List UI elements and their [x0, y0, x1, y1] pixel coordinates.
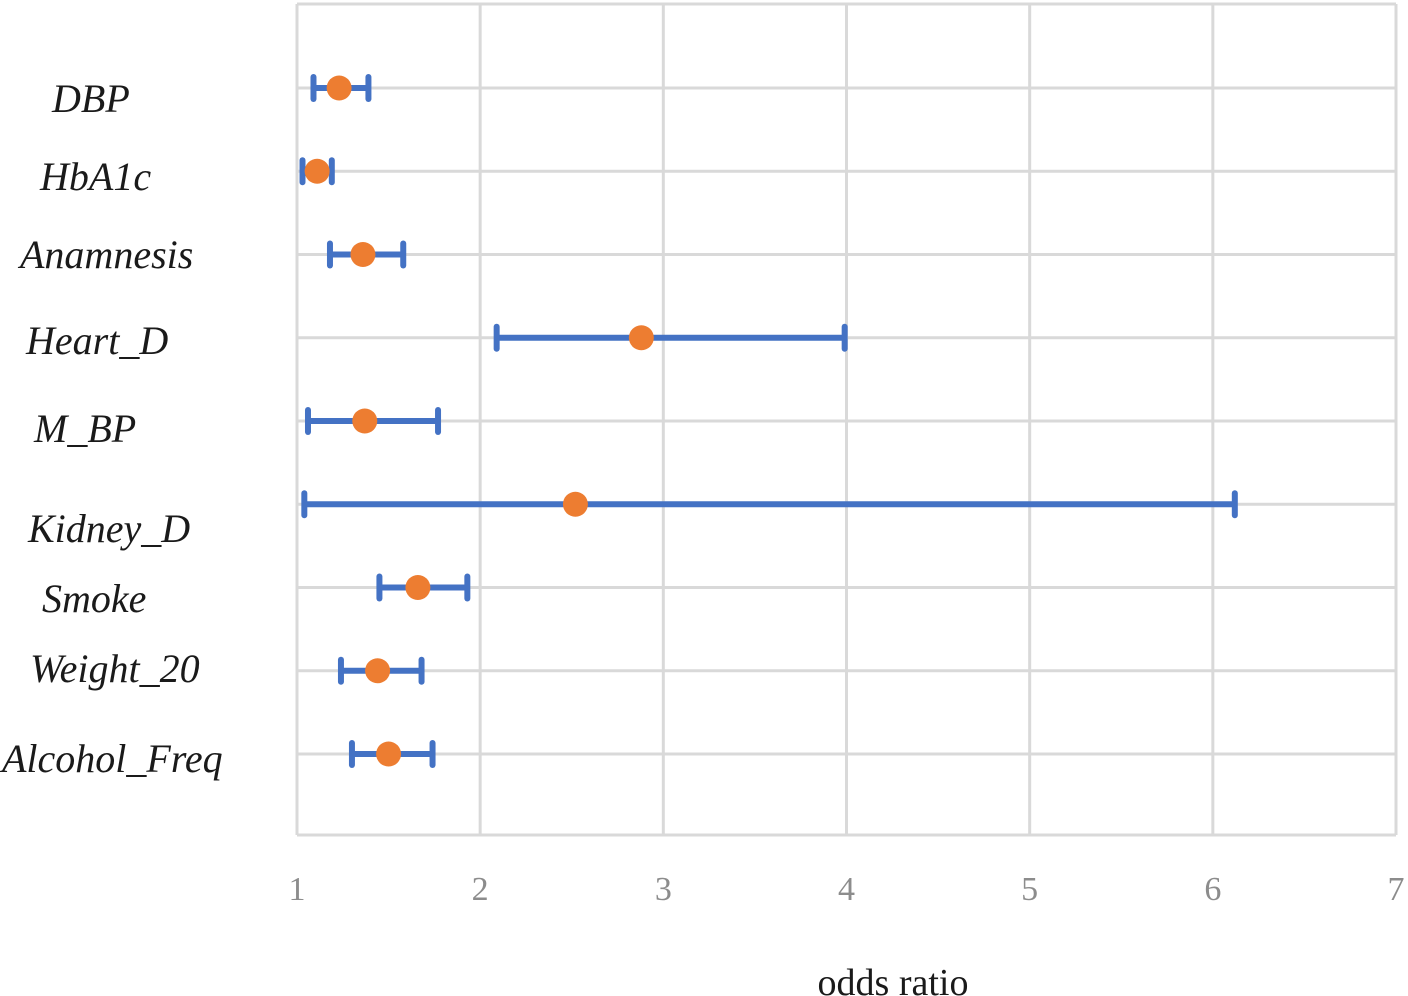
x-tick-labels: 1 2 3 4 5 6 7 [289, 871, 1405, 908]
category-label-Heart_D: Heart_D [25, 318, 168, 363]
point-Kidney_D [562, 491, 588, 517]
category-label-Smoke: Smoke [42, 576, 146, 621]
plot-area-frame [297, 2, 1396, 837]
category-label-Weight_20: Weight_20 [30, 646, 200, 691]
x-tick-label-6: 6 [1204, 871, 1221, 908]
point-Smoke [405, 575, 431, 600]
x-axis-title: odds ratio [818, 962, 969, 996]
x-tick-label-1: 1 [289, 871, 306, 908]
x-tick-label-2: 2 [472, 871, 489, 908]
point-DBP [326, 75, 352, 101]
point-Weight_20 [365, 658, 391, 684]
point-Anamnesis [350, 242, 376, 267]
x-tick-label-3: 3 [655, 871, 672, 908]
point-HbA1c [304, 158, 330, 184]
category-label-Kidney_D: Kidney_D [27, 506, 190, 551]
category-labels: DBP HbA1c Anamnesis Heart_D M_BP Kidney_D Smok… [0, 76, 223, 781]
point-Alcohol_Freq [376, 741, 402, 767]
interval-Heart_D [493, 323, 848, 352]
odds-ratio-points [304, 75, 654, 767]
point-Heart_D [628, 325, 654, 351]
category-label-M_BP: M_BP [33, 406, 136, 451]
category-label-Alcohol_Freq: Alcohol_Freq [0, 736, 223, 781]
category-label-HbA1c: HbA1c [39, 154, 151, 199]
category-label-Anamnesis: Anamnesis [17, 232, 193, 277]
category-label-DBP: DBP [51, 76, 130, 121]
x-tick-label-4: 4 [838, 871, 855, 908]
interval-Kidney_D [301, 490, 1238, 519]
x-tick-label-5: 5 [1021, 871, 1038, 908]
x-tick-label-7: 7 [1388, 871, 1405, 908]
point-M_BP [352, 408, 378, 434]
